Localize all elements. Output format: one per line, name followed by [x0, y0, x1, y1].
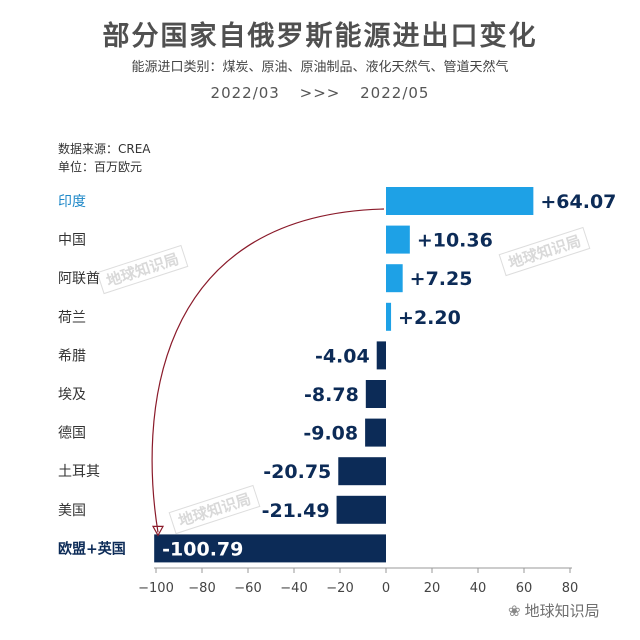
- bar: [365, 380, 386, 408]
- period-from: 2022/03: [210, 84, 280, 102]
- category-label: 欧盟+英国: [58, 540, 126, 557]
- period-range: 2022/03 >>> 2022/05: [0, 84, 640, 102]
- bar: [336, 495, 386, 524]
- corner-logo-text: 地球知识局: [524, 602, 600, 620]
- x-tick-label: 60: [516, 581, 533, 596]
- chart-title: 部分国家自俄罗斯能源进出口变化: [102, 21, 538, 52]
- category-label: 阿联酋: [58, 270, 100, 287]
- x-tick-label: 40: [470, 581, 487, 596]
- value-label: -20.75: [263, 461, 331, 483]
- category-label: 希腊: [58, 348, 86, 364]
- value-label: +2.20: [398, 307, 461, 329]
- x-tick-label: 80: [562, 581, 579, 596]
- value-label: -9.08: [303, 423, 358, 445]
- period-to: 2022/05: [360, 84, 430, 102]
- bar: [376, 341, 386, 370]
- category-label: 印度: [58, 194, 86, 210]
- value-label: -21.49: [262, 500, 330, 522]
- annotation-arrow: [151, 208, 385, 533]
- x-tick-label: −80: [188, 581, 215, 596]
- chart-subtitle: 能源进口类别：煤炭、原油、原油制品、液化天然气、管道天然气: [131, 60, 509, 75]
- source-note: 数据来源：CREA 单位：百万欧元: [58, 140, 151, 176]
- period-arrow: >>>: [299, 84, 341, 102]
- bar: [386, 264, 403, 293]
- x-tick-label: 0: [382, 581, 390, 596]
- bar: [386, 187, 534, 215]
- bar: [386, 225, 410, 254]
- category-label: 荷兰: [58, 310, 86, 326]
- bar: [386, 302, 392, 331]
- value-label: -8.78: [304, 384, 359, 406]
- unit-label: 单位：百万欧元: [58, 160, 143, 174]
- category-label: 中国: [58, 233, 86, 249]
- value-label: -100.79: [162, 538, 243, 560]
- corner-logo: ❀ 地球知识局: [508, 600, 600, 621]
- bar: [365, 418, 386, 447]
- x-tick-label: −40: [280, 581, 307, 596]
- value-label: +64.07: [540, 191, 616, 213]
- wechat-icon: ❀: [508, 602, 521, 620]
- x-tick-label: −20: [326, 581, 353, 596]
- x-tick-label: −60: [234, 581, 261, 596]
- bar: [154, 534, 386, 563]
- annotation-arrowhead: [151, 525, 165, 537]
- value-label: +10.36: [417, 230, 493, 252]
- category-label: 埃及: [58, 387, 86, 403]
- x-tick-label: −100: [138, 581, 174, 596]
- category-label: 德国: [58, 426, 86, 442]
- value-label: -4.04: [315, 345, 370, 367]
- category-label: 美国: [58, 503, 86, 519]
- value-label: +7.25: [410, 268, 473, 290]
- category-label: 土耳其: [58, 464, 100, 480]
- data-source: 数据来源：CREA: [58, 142, 151, 156]
- bar: [338, 457, 386, 486]
- x-tick-label: 20: [424, 581, 441, 596]
